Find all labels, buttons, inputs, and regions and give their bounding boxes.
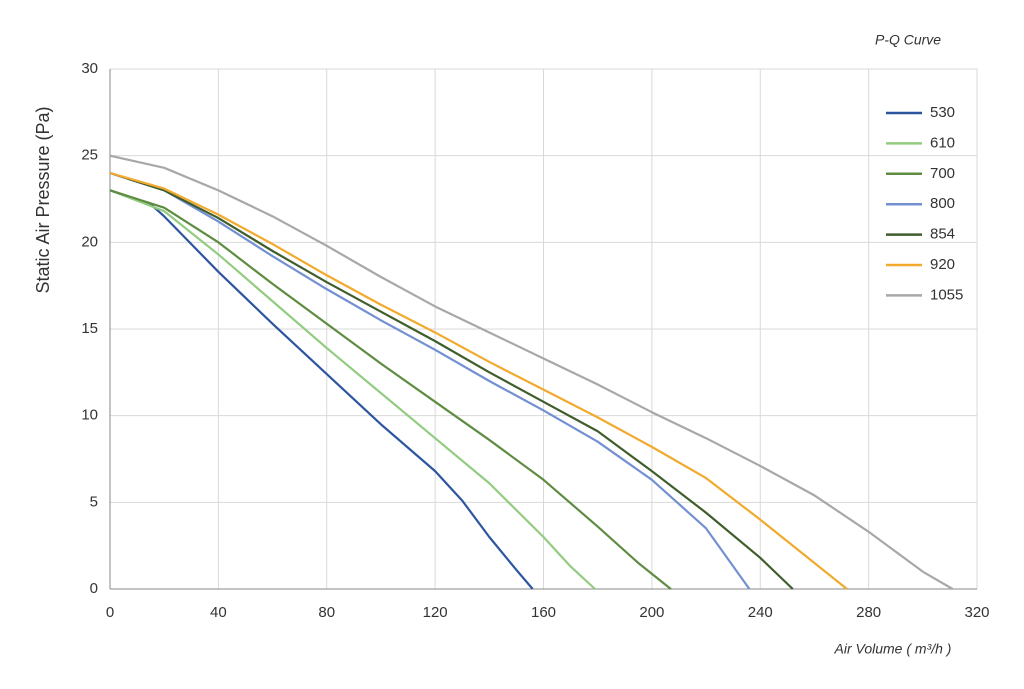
x-tick-label: 80 (318, 604, 335, 621)
x-tick-label: 240 (748, 604, 773, 621)
series-line (109, 171, 751, 590)
y-tick-label: 30 (81, 60, 98, 77)
y-tick-label: 5 (90, 493, 98, 510)
legend-label: 700 (930, 165, 955, 182)
y-tick-label: 10 (81, 407, 98, 424)
legend-label: 1055 (930, 286, 963, 303)
y-tick-label: 25 (81, 147, 98, 164)
y-tick-label: 20 (81, 233, 98, 250)
x-tick-label: 320 (964, 604, 989, 621)
x-tick-label: 200 (639, 604, 664, 621)
series-line (109, 154, 954, 590)
x-axis-label: Air Volume ( m³/h ) (834, 641, 952, 657)
legend-label: 530 (930, 104, 955, 121)
x-tick-label: 40 (210, 604, 227, 621)
series-line (109, 189, 672, 590)
x-tick-label: 0 (106, 604, 114, 621)
x-tick-label: 280 (856, 604, 881, 621)
y-tick-label: 0 (90, 580, 98, 597)
legend-label: 920 (930, 256, 955, 273)
x-tick-label: 160 (531, 604, 556, 621)
legend-label: 610 (930, 134, 955, 151)
series-line (109, 189, 534, 590)
legend-label: 800 (930, 195, 955, 212)
series-line (109, 171, 848, 590)
y-axis-label: Static Air Pressure (Pa) (33, 106, 53, 293)
series-line (109, 171, 794, 590)
legend-label: 854 (930, 226, 955, 243)
y-tick-label: 15 (81, 320, 98, 337)
chart-title: P-Q Curve (875, 32, 941, 48)
x-tick-label: 120 (423, 604, 448, 621)
series-line (109, 189, 596, 590)
